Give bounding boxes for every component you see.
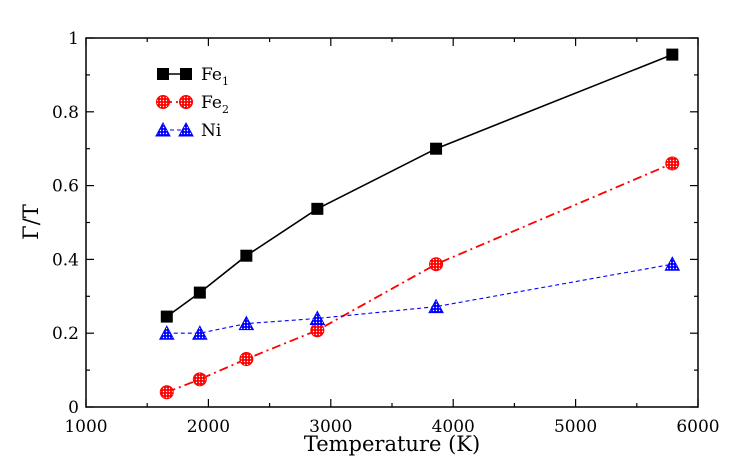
y-tick-label: 0.6 xyxy=(52,177,79,197)
y-tick-label: 1 xyxy=(68,29,79,49)
data-point xyxy=(428,298,444,314)
x-tick-label: 1000 xyxy=(64,417,107,437)
series-line xyxy=(166,263,673,334)
series-fe2 xyxy=(159,156,680,400)
data-point xyxy=(192,372,207,387)
legend: Fe1 Fe2 Ni xyxy=(155,65,229,141)
data-point xyxy=(310,323,325,338)
x-tick-label: 3000 xyxy=(309,417,352,437)
y-tick-label: 0 xyxy=(68,398,79,418)
data-point xyxy=(664,256,681,271)
y-tick-label: 0.8 xyxy=(52,103,79,123)
y-tick-label: 0.4 xyxy=(52,250,79,270)
legend-marker xyxy=(157,68,169,80)
series-fe1 xyxy=(160,48,679,323)
plot-frame xyxy=(85,37,699,408)
data-point xyxy=(311,202,324,215)
data-point xyxy=(238,315,255,331)
legend-label: Fe2 xyxy=(201,93,229,116)
data-point xyxy=(191,325,208,340)
x-tick-label: 2000 xyxy=(187,417,230,437)
data-point xyxy=(429,257,444,272)
y-tick-label: 0.2 xyxy=(52,324,79,344)
legend-marker xyxy=(156,95,170,109)
data-point xyxy=(239,352,254,367)
x-axis-title: Temperature (K) xyxy=(304,432,480,456)
x-tick-label: 5000 xyxy=(554,417,597,437)
data-point xyxy=(193,286,206,299)
data-point xyxy=(665,156,680,171)
series-ni xyxy=(158,256,681,340)
plot-series xyxy=(158,48,681,400)
legend-label: Ni xyxy=(201,121,222,141)
legend-marker xyxy=(155,121,171,137)
legend-item: Fe1 xyxy=(157,65,229,88)
x-tick-label: 6000 xyxy=(676,417,719,437)
axis-ticks: 1000 2000 3000 4000 5000 6000 0 0.2 0.4 0.6 0.8 1 xyxy=(52,29,720,437)
legend-item: Ni xyxy=(155,121,222,141)
y-axis-title: Γ/T xyxy=(19,204,43,240)
legend-marker xyxy=(179,95,193,109)
x-tick-label: 4000 xyxy=(432,417,475,437)
legend-item: Fe2 xyxy=(156,93,229,116)
data-point xyxy=(666,48,679,61)
data-point xyxy=(159,385,174,400)
legend-marker xyxy=(180,68,192,80)
data-point xyxy=(240,249,253,262)
legend-label: Fe1 xyxy=(201,65,229,88)
data-point xyxy=(158,325,175,340)
legend-marker xyxy=(178,121,194,137)
data-point xyxy=(309,310,326,325)
data-point xyxy=(430,142,443,155)
data-point xyxy=(160,310,173,323)
